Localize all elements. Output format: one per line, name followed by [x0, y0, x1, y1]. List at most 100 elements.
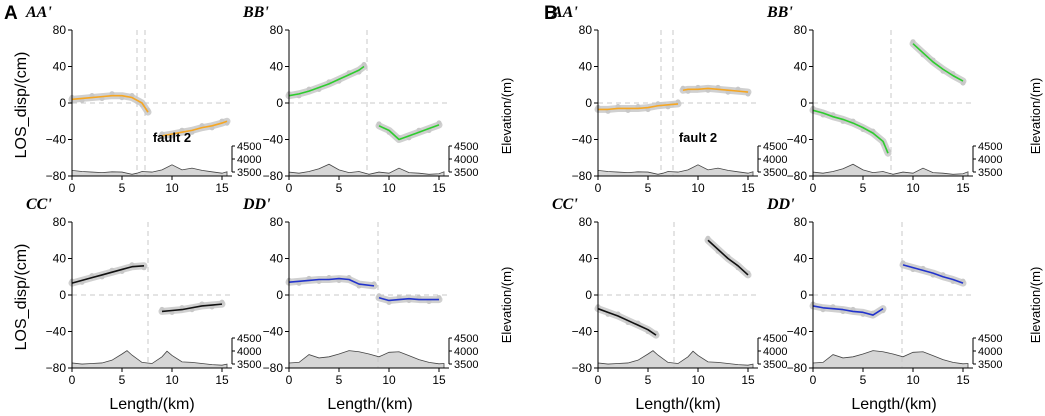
y-tick-label: −40: [572, 133, 593, 147]
elevation-tick-label: 4000: [763, 346, 787, 358]
x-axis-title-a-right: Length/(km): [327, 396, 412, 413]
panel-letter-b: B: [544, 3, 558, 24]
y-tick-label: 0: [276, 288, 283, 302]
elevation-tick-label: 3500: [763, 167, 787, 179]
y-tick-label: −40: [787, 325, 808, 339]
series-line-2: [912, 43, 964, 82]
y-tick-label: 40: [579, 60, 593, 74]
scatter-point: [376, 121, 382, 127]
elevation-tick-label: 4500: [237, 141, 261, 153]
elevation-tick-label: 3500: [454, 359, 478, 371]
elevation-tick-label: 4000: [978, 154, 1002, 166]
elevation-tick-label: 4500: [237, 333, 261, 345]
x-tick-label: 15: [741, 181, 755, 195]
x-tick-label: 15: [215, 181, 229, 195]
series-line-1: [71, 265, 145, 284]
y-tick-label: −80: [787, 169, 808, 183]
elevation-title-a-top: Elevation/(m): [499, 78, 514, 155]
x-tick-label: 0: [69, 373, 76, 387]
y-tick-label: 80: [53, 215, 67, 229]
y-tick-label: −80: [572, 361, 593, 375]
y-tick-label: 80: [794, 23, 808, 37]
y-tick-label: −40: [572, 325, 593, 339]
fault-annotation: fault 2: [153, 130, 191, 145]
elevation-tick-label: 3500: [978, 359, 1002, 371]
subplot-title: BB': [242, 4, 269, 21]
x-tick-label: 10: [691, 181, 705, 195]
series-line-1: [812, 109, 889, 154]
y-tick-label: 80: [579, 215, 593, 229]
y-tick-label: −40: [263, 133, 284, 147]
x-tick-label: 5: [860, 373, 867, 387]
y-tick-label: 80: [794, 215, 808, 229]
scatter-point: [705, 235, 711, 241]
y-tick-label: 80: [53, 23, 67, 37]
x-tick-label: 5: [336, 181, 343, 195]
y-tick-label: 40: [270, 252, 284, 266]
x-tick-label: 5: [119, 373, 126, 387]
x-axis-title-b-left: Length/(km): [635, 396, 720, 413]
y-tick-label: 0: [59, 96, 66, 110]
subplot-title: AA': [551, 4, 578, 21]
elevation-tick-label: 3500: [763, 359, 787, 371]
elevation-tick-label: 4500: [978, 333, 1002, 345]
subplot-title: DD': [766, 196, 795, 213]
x-tick-label: 0: [69, 181, 76, 195]
elevation-profile: [288, 163, 445, 177]
y-tick-label: 80: [579, 23, 593, 37]
series-line-1: [71, 94, 149, 113]
scatter-point: [900, 260, 906, 266]
x-tick-label: 0: [286, 181, 293, 195]
scatter-point: [436, 120, 442, 126]
y-tick-label: 40: [579, 252, 593, 266]
elevation-tick-label: 4000: [454, 154, 478, 166]
y-tick-label: 0: [585, 288, 592, 302]
y-tick-label: −80: [263, 169, 284, 183]
y-tick-label: −80: [46, 361, 67, 375]
elevation-tick-label: 4000: [237, 154, 261, 166]
elevation-tick-label: 4500: [454, 141, 478, 153]
x-tick-label: 10: [906, 373, 920, 387]
x-tick-label: 10: [165, 181, 179, 195]
x-axis-title-a-left: Length/(km): [109, 396, 194, 413]
fault-annotation: fault 2: [679, 130, 717, 145]
subplot-title: CC': [552, 196, 578, 213]
x-tick-label: 15: [956, 181, 970, 195]
elevation-tick-label: 3500: [978, 167, 1002, 179]
y-tick-label: −40: [46, 325, 67, 339]
x-tick-label: 0: [810, 373, 817, 387]
elevation-tick-label: 3500: [237, 167, 261, 179]
elevation-profile: [597, 164, 754, 177]
y-tick-label: −80: [572, 169, 593, 183]
elevation-title-b-bottom: Elevation/(m): [1028, 267, 1043, 344]
x-tick-label: 5: [336, 373, 343, 387]
y-tick-label: 0: [585, 96, 592, 110]
elevation-profile: [812, 163, 969, 177]
scatter-point: [745, 91, 751, 97]
elevation-tick-label: 4000: [978, 346, 1002, 358]
elevation-tick-label: 4000: [454, 346, 478, 358]
x-tick-label: 5: [645, 373, 652, 387]
x-tick-label: 0: [286, 373, 293, 387]
subplot-title: DD': [242, 196, 271, 213]
elevation-profile: [597, 350, 754, 369]
y-tick-label: 80: [270, 215, 284, 229]
series-line-2: [902, 264, 964, 284]
series-line-2: [161, 303, 223, 313]
series-line-1: [288, 65, 365, 97]
y-tick-label: 40: [53, 252, 67, 266]
elevation-tick-label: 4500: [454, 333, 478, 345]
elevation-tick-label: 4000: [237, 346, 261, 358]
series-line-2: [682, 87, 749, 93]
scatter-point: [376, 293, 382, 299]
y-axis-title-a-bottom: LOS_disp/(cm): [13, 244, 30, 351]
x-tick-label: 0: [595, 373, 602, 387]
x-tick-label: 5: [645, 181, 652, 195]
x-tick-label: 10: [691, 373, 705, 387]
series-line-1: [598, 103, 679, 111]
